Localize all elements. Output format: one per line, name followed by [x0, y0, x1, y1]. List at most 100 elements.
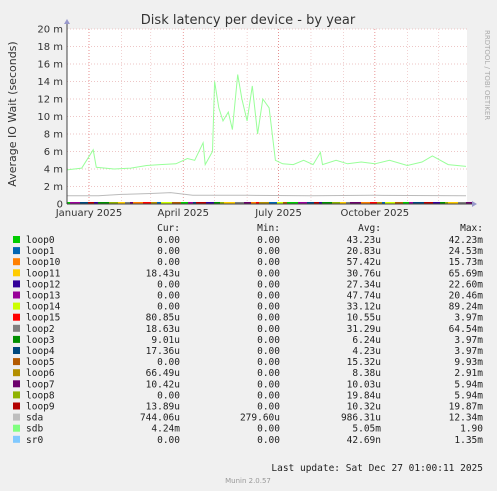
- legend-label-loop0: loop0: [26, 235, 55, 246]
- munin-version: Munin 2.0.57: [225, 477, 271, 485]
- baseline-segment: [181, 202, 188, 204]
- legend-label-loop6: loop6: [26, 368, 55, 379]
- baseline-segment: [403, 202, 409, 204]
- legend-avg: 15.32u: [347, 357, 381, 368]
- legend-swatch-loop5: [13, 358, 20, 366]
- legend-cur: 13.89u: [146, 402, 180, 413]
- legend-min: 0.00: [257, 313, 280, 324]
- legend-avg: 57.42u: [347, 257, 381, 268]
- y-tick-label: 0: [57, 200, 63, 211]
- y-tick-label: 6 m: [44, 147, 63, 158]
- baseline-segment: [433, 202, 440, 204]
- baseline-segment: [188, 202, 193, 204]
- legend-min: 0.00: [257, 235, 280, 246]
- legend-label-loop13: loop13: [26, 291, 60, 302]
- baseline-segment: [361, 202, 370, 204]
- legend-avg: 986.31u: [341, 413, 381, 424]
- legend-min: 0.00: [257, 346, 280, 357]
- legend-min: 0.00: [257, 246, 280, 257]
- baseline-segment: [382, 202, 385, 204]
- legend-swatch-sda: [13, 413, 20, 421]
- legend-table: Cur: Min: Avg: Max: loop0 0.00 0.00 43.23u 4…: [13, 223, 483, 446]
- legend-label-sdb: sdb: [26, 424, 43, 435]
- legend-cur: 4.24m: [151, 424, 180, 435]
- legend-swatch-loop0: [13, 236, 20, 243]
- legend-max: 3.97m: [454, 335, 483, 346]
- legend-max: 9.93m: [454, 357, 483, 368]
- legend-max: 42.23m: [449, 235, 484, 246]
- baseline-segment: [409, 202, 413, 204]
- baseline-segment: [350, 202, 361, 204]
- baseline-segment: [151, 202, 157, 204]
- baseline-segment: [322, 202, 332, 204]
- baseline-segment: [157, 202, 161, 204]
- baseline-segment: [283, 202, 287, 204]
- baseline-segment: [235, 202, 244, 204]
- legend-avg: 33.12u: [347, 302, 381, 313]
- legend-header-max: Max:: [460, 223, 483, 234]
- baseline-segment: [98, 202, 109, 204]
- legend-min: 0.00: [257, 335, 280, 346]
- baseline-segment: [109, 202, 118, 204]
- legend-min: 0.00: [257, 435, 280, 446]
- legend-avg: 4.23u: [352, 346, 381, 357]
- legend-max: 5.94m: [454, 390, 483, 401]
- legend-avg: 30.76u: [347, 268, 381, 279]
- y-tick-labels: 0 2 m 4 m 6 m 8 m 10 m 12 m 14 m 16 m 18 m 20 m: [37, 25, 63, 211]
- axes: [64, 19, 477, 207]
- baseline-segment: [314, 202, 319, 204]
- legend-avg: 10.55u: [347, 313, 381, 324]
- legend-max: 65.69m: [449, 268, 484, 279]
- legend-max: 3.97m: [454, 346, 483, 357]
- legend-swatch-loop4: [13, 347, 20, 354]
- series-line-sdb: [66, 74, 467, 171]
- legend-avg: 5.05m: [352, 424, 381, 435]
- baseline-segment: [251, 202, 256, 204]
- baseline-segment: [206, 202, 214, 204]
- legend-header-cur: Cur:: [157, 223, 180, 234]
- legend-label-loop9: loop9: [26, 402, 55, 413]
- legend-cur: 0.00: [157, 435, 180, 446]
- legend-cur: 0.00: [157, 279, 180, 290]
- baseline-segment: [385, 202, 395, 204]
- baseline-segment: [193, 202, 196, 204]
- legend-max: 3.97m: [454, 313, 483, 324]
- legend-avg: 27.34u: [347, 279, 381, 290]
- baseline-segment: [196, 202, 206, 204]
- legend-cur: 0.00: [157, 302, 180, 313]
- legend-max: 22.60m: [449, 279, 484, 290]
- legend-swatch-loop2: [13, 324, 20, 332]
- legend-header-avg: Avg:: [358, 223, 381, 234]
- baseline-segment: [161, 202, 172, 204]
- legend-label-loop2: loop2: [26, 324, 55, 335]
- baseline-segment: [70, 202, 80, 204]
- legend-swatch-loop15: [13, 313, 20, 321]
- legend-cur: 0.00: [157, 246, 180, 257]
- baseline-segment: [395, 202, 403, 204]
- legend-max: 64.54m: [449, 324, 484, 335]
- baseline-segment: [125, 202, 130, 204]
- legend-avg: 42.69n: [347, 435, 381, 446]
- legend-label-loop14: loop14: [26, 302, 61, 313]
- baseline-segment: [143, 202, 151, 204]
- x-axis-arrow: [472, 201, 477, 207]
- legend-cur: 0.00: [157, 291, 180, 302]
- legend-swatch-loop7: [13, 380, 20, 388]
- baseline-segment: [220, 202, 224, 204]
- legend-min: 0.00: [257, 424, 280, 435]
- legend-min: 0.00: [257, 291, 280, 302]
- y-tick-label: 20 m: [37, 25, 63, 36]
- baseline-segment: [214, 202, 220, 204]
- legend-cur: 10.42u: [146, 379, 180, 390]
- legend-min: 0.00: [257, 390, 280, 401]
- y-tick-label: 16 m: [37, 60, 63, 71]
- legend-label-loop10: loop10: [26, 257, 61, 268]
- legend-min: 0.00: [257, 279, 280, 290]
- baseline-segment: [340, 202, 346, 204]
- legend-swatch-loop13: [13, 291, 20, 299]
- baseline-segment: [269, 202, 277, 204]
- baseline-segment: [256, 202, 259, 204]
- baseline-segment: [298, 202, 307, 204]
- legend-avg: 6.24u: [352, 335, 381, 346]
